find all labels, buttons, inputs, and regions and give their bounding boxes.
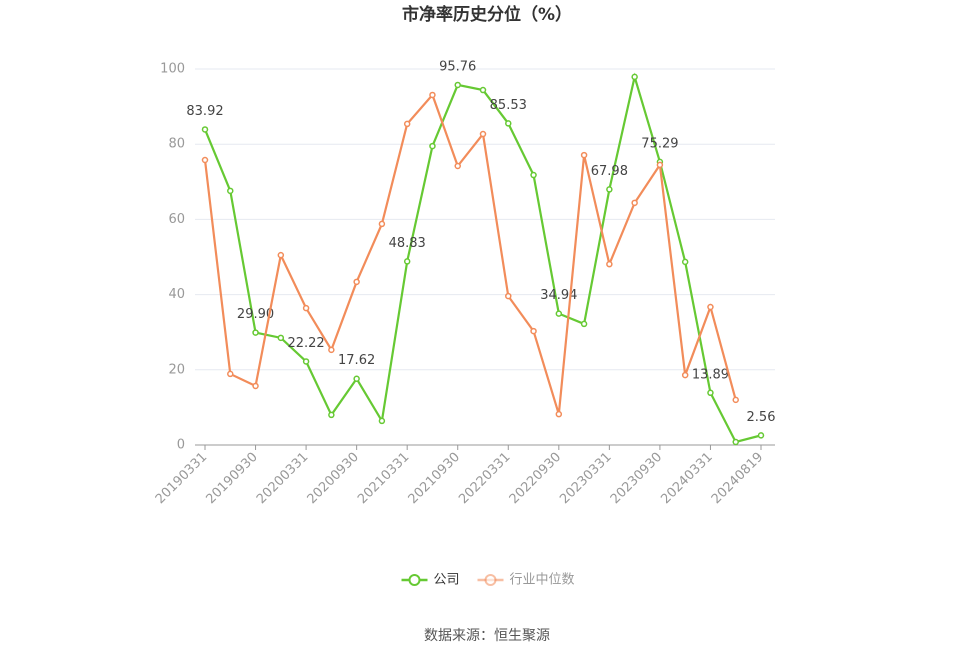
x-tick-label: 20230331 [557,450,614,507]
point [201,126,209,133]
y-tick-label: 40 [168,287,185,302]
point [429,142,436,150]
point [328,411,335,419]
x-tick-label: 20220930 [507,450,564,507]
point [378,417,386,425]
point [530,327,537,335]
legend-marker [484,574,497,586]
x-tick-label: 20230930 [608,450,665,507]
point [479,130,487,138]
data-label: 95.76 [439,59,476,74]
point [732,438,739,446]
point [227,370,234,378]
data-label: 29.90 [237,307,274,322]
point [580,320,588,328]
x-tick-label: 20190331 [153,450,210,507]
x-tick-label: 20190930 [203,450,260,507]
point [227,187,234,195]
data-label: 34.94 [540,288,577,303]
point [505,120,512,127]
point [707,389,714,397]
chart-title: 市净率历史分位（%） [402,4,572,25]
point [403,120,411,128]
point [403,258,411,265]
point [429,91,436,99]
series-line [203,92,737,415]
point [631,199,638,207]
data-label: 2.56 [747,410,776,425]
point [302,304,310,312]
point [454,162,461,170]
point [555,410,563,418]
y-tick-label: 0 [177,438,185,453]
point [479,86,487,94]
x-tick-label: 20240819 [709,450,766,507]
source: 数据来源：恒生聚源 [424,628,550,644]
point [631,73,638,81]
point [277,334,285,342]
point [580,151,588,159]
point [505,292,512,300]
point [757,432,765,439]
y-tick-label: 100 [160,62,185,77]
data-label: 22.22 [287,336,324,351]
point [681,258,689,266]
point [252,329,259,336]
x-tick-label: 20210930 [406,450,463,507]
point [656,161,664,169]
point [277,251,285,259]
point [328,346,335,354]
point [252,382,259,390]
legend-label: 行业中位数 [510,573,575,588]
data-label: 13.89 [692,367,729,382]
y-tick-label: 80 [168,137,185,152]
point [707,303,714,311]
point [732,396,739,404]
x-tick-label: 20200930 [305,450,362,507]
legend-marker [408,574,421,586]
data-label: 48.83 [389,236,426,251]
point [606,260,613,268]
data-label: 67.98 [591,164,628,179]
x-tick-label: 20240331 [658,450,715,507]
point [606,186,613,193]
point [353,375,360,382]
point [454,81,461,89]
x-tick-label: 20200331 [254,450,311,507]
point [530,171,537,179]
point [302,358,310,365]
x-tick-label: 20220331 [456,450,513,507]
data-label: 75.29 [641,136,678,151]
data-label: 85.53 [490,98,527,113]
data-label: 17.62 [338,353,375,368]
legend-label: 公司 [434,573,460,588]
point [353,278,360,286]
point [378,220,386,228]
y-tick-label: 20 [168,362,185,377]
point [201,156,209,164]
x-tick-label: 20210331 [355,450,412,507]
point [555,310,563,317]
point [681,371,689,379]
y-tick-label: 60 [168,212,185,227]
data-label: 83.92 [186,104,223,119]
